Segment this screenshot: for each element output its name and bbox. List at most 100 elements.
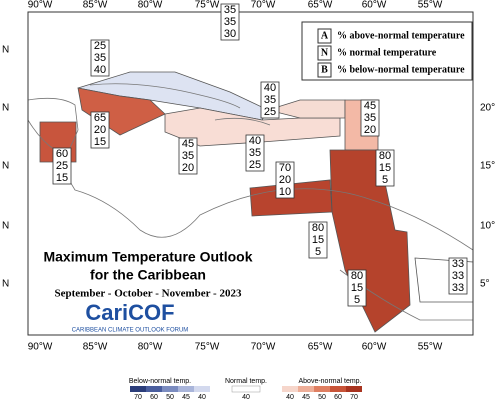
key-text: % normal temperature: [337, 47, 437, 58]
prob-value: 65: [94, 112, 106, 124]
colorbar-tick: 45: [302, 394, 310, 400]
key: A % above-normal temperature N % normal tem…: [301, 21, 473, 81]
prob-value: 35: [249, 147, 261, 159]
lat-label: 10°: [480, 221, 495, 232]
prob-value: 35: [224, 4, 236, 16]
prob-box-frame: [360, 99, 380, 137]
logo-sub: CARIBBEAN CLIMATE OUTLOOK FORUM: [72, 328, 189, 334]
colorbar-cell: [314, 386, 330, 392]
prob-value: 15: [94, 136, 106, 148]
colorbar-tick: 40: [286, 394, 294, 400]
key-letter: N: [321, 47, 329, 58]
lon-label: 90°W: [28, 0, 53, 11]
prob-value: 80: [379, 150, 391, 162]
lon-label: 55°W: [418, 0, 443, 11]
lon-label: 80°W: [138, 0, 163, 11]
prob-box-frame: [245, 134, 265, 172]
prob-value: 15: [379, 162, 391, 174]
prob-box-frame: [375, 149, 395, 187]
lat-label: 15°: [480, 161, 495, 172]
prob-value: 5: [354, 294, 360, 306]
prob-value: 60: [56, 148, 68, 160]
colorbar-tick: 60: [334, 394, 342, 400]
prob-box-frame: [347, 269, 367, 307]
colorbar-cell: [346, 386, 362, 392]
lon-label: 75°W: [195, 342, 220, 353]
colorbar-tick: 50: [318, 394, 326, 400]
prob-value: 70: [279, 162, 291, 174]
prob-value: 15: [56, 172, 68, 184]
key-letter-box: [317, 45, 332, 61]
key-letter: A: [321, 30, 329, 41]
prob-value: 25: [249, 159, 261, 171]
lon-label: 85°W: [83, 342, 108, 353]
prob-value: 35: [182, 150, 194, 162]
lat-label: N: [2, 161, 9, 172]
prob-value: 10: [279, 186, 291, 198]
prob-box-frame: [308, 221, 328, 259]
prob-box-frame: [90, 111, 110, 149]
prob-box-frame: [220, 3, 240, 41]
lon-label: 80°W: [138, 342, 163, 353]
lat-label: N: [2, 45, 9, 56]
prob-value: 40: [94, 64, 106, 76]
lat-label: N: [2, 103, 9, 114]
prob-value: 33: [452, 258, 464, 270]
lon-label: 85°W: [83, 0, 108, 11]
prob-box-frame: [52, 147, 72, 185]
season: September - October - November - 2023: [55, 288, 242, 300]
prob-box-frame: [178, 137, 198, 175]
colorbar-tick: 40: [198, 394, 206, 400]
colorbar-cell: [330, 386, 346, 392]
title: for the Caribbean: [90, 267, 206, 283]
prob-value: 5: [315, 246, 321, 258]
lat-label: 5°: [480, 279, 490, 290]
prob-value: 40: [264, 82, 276, 94]
key-letter-box: [317, 62, 332, 78]
prob-value: 20: [279, 174, 291, 186]
colorbar: Below-normal temp. Normal temp. Above-norm…: [129, 378, 362, 401]
prob-value: 35: [264, 94, 276, 106]
prob-value: 5: [382, 174, 388, 186]
colorbar-tick: 40: [242, 394, 250, 400]
colorbar-cell: [231, 385, 261, 393]
colorbar-cell: [146, 386, 162, 392]
colorbar-label: Below-normal temp.: [129, 378, 191, 385]
prob-box-frame: [275, 161, 295, 199]
prob-value: 20: [94, 124, 106, 136]
colorbar-tick: 45: [182, 394, 190, 400]
prob-value: 15: [312, 234, 324, 246]
lon-label: 55°W: [418, 342, 443, 353]
prob-value: 80: [351, 270, 363, 282]
prob-value: 35: [364, 112, 376, 124]
colorbar-cell: [298, 386, 314, 392]
colorbar-tick: 70: [134, 394, 142, 400]
key-letter-box: [317, 28, 332, 44]
lon-label: 70°W: [251, 0, 276, 11]
lon-label: 60°W: [362, 0, 387, 11]
colorbar-tick: 60: [150, 394, 158, 400]
lon-label: 65°W: [308, 342, 333, 353]
colorbar-cell: [282, 386, 298, 392]
prob-value: 33: [452, 270, 464, 282]
prob-box-frame: [260, 81, 280, 119]
lon-label: 75°W: [195, 0, 220, 11]
map-frame: [27, 11, 474, 336]
prob-value: 30: [224, 28, 236, 40]
lon-label: 65°W: [308, 0, 333, 11]
prob-value: 25: [94, 40, 106, 52]
prob-box-frame: [90, 39, 110, 77]
prob-box-frame: [448, 257, 468, 295]
